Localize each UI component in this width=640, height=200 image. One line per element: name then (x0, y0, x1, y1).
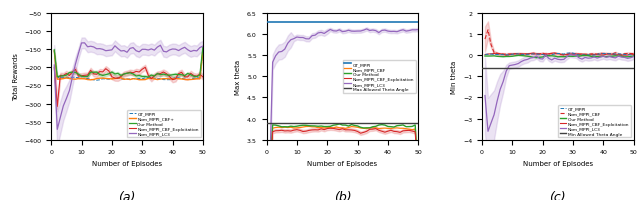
Legend: GT_MPPI, Nom_MPPI_CBF, Our Method, Nom_MPPI_CBF_Exploitation, Nom_MPPI_LC3, Max : GT_MPPI, Nom_MPPI_CBF, Our Method, Nom_M… (342, 61, 416, 93)
Y-axis label: Min theta: Min theta (451, 60, 458, 94)
Text: (b): (b) (333, 190, 351, 200)
Y-axis label: Max theta: Max theta (236, 60, 241, 94)
Text: (a): (a) (118, 190, 136, 200)
X-axis label: Number of Episodes: Number of Episodes (307, 160, 378, 166)
X-axis label: Number of Episodes: Number of Episodes (92, 160, 162, 166)
X-axis label: Number of Episodes: Number of Episodes (523, 160, 593, 166)
Text: (c): (c) (550, 190, 566, 200)
Legend: GT_MPPI, Nom_MPPI_CBF, Our Method, Nom_MPPI_CBF_Exploitation, Nom_MPPI_LC3, Min : GT_MPPI, Nom_MPPI_CBF, Our Method, Nom_M… (558, 105, 632, 138)
Legend: GT_MPPI, Nom_MPPI_CBF+, Our Method, Nom_MPPI_CBF_Exploitation, Nom_MPPI_LC3: GT_MPPI, Nom_MPPI_CBF+, Our Method, Nom_… (127, 110, 201, 138)
Y-axis label: Total Rewards: Total Rewards (13, 53, 19, 101)
